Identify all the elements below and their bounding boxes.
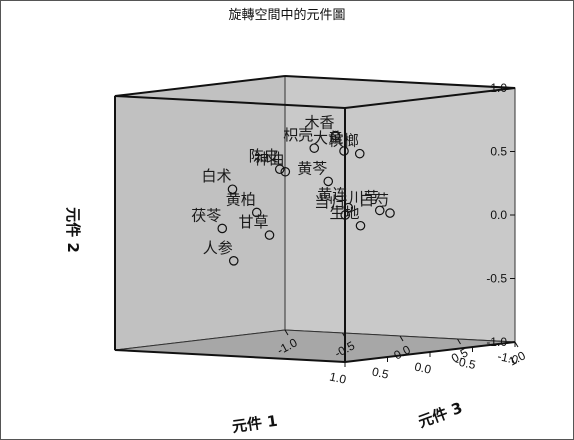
point-label: 大黄 (313, 129, 343, 147)
z-tick-mark (514, 341, 519, 348)
data-point (228, 255, 239, 266)
x-tick-label: -0.5 (454, 354, 477, 372)
cube-edge (284, 75, 516, 89)
point-label: 甘草 (238, 213, 268, 231)
point-label: 茯苓 (191, 206, 221, 224)
x-tick-label: -1.0 (496, 349, 519, 367)
data-point (340, 210, 351, 220)
cube-edge (114, 95, 346, 109)
y-tick-label: 1.0 (490, 81, 507, 95)
axis-ticks: -1.0-1.0-1.0-0.5-0.5-0.50.00.00.00.50.50… (275, 81, 528, 387)
point-label: 黄柏 (226, 190, 256, 208)
data-point (227, 184, 238, 195)
y-tick-label: -1.0 (486, 335, 507, 349)
data-point (385, 208, 395, 218)
point-label: 神曲 (254, 150, 284, 168)
point-label: 黄连 (317, 186, 347, 204)
cube-edges (114, 75, 516, 363)
z-tick-mark (342, 332, 346, 339)
data-point (330, 130, 341, 141)
point-label: 当归 (314, 193, 344, 211)
x-tick-label: 0.0 (413, 360, 433, 377)
y-tick-label: 0.5 (490, 145, 507, 159)
point-label: 陈皮 (249, 147, 279, 165)
point-label: 枳壳 (283, 126, 313, 144)
z-axis-label: 元件 3 (416, 399, 465, 432)
point-label: 川芎 (349, 188, 379, 206)
data-point (374, 205, 385, 216)
data-point (355, 220, 366, 231)
y-axis-label: 元件 2 (64, 207, 82, 253)
cube-edge (114, 349, 346, 363)
data-point (309, 143, 320, 153)
point-label: 白芍 (359, 191, 389, 209)
x-tick-label: 0.5 (371, 365, 391, 382)
y-tick-label: 0.0 (490, 208, 507, 222)
data-point (354, 148, 365, 159)
data-point (251, 207, 262, 218)
data-point (323, 176, 334, 187)
data-point (339, 146, 349, 156)
z-tick-mark (284, 329, 289, 336)
data-point (280, 166, 291, 177)
point-label: 白术 (201, 167, 231, 185)
cube-edge (344, 87, 516, 109)
data-point (264, 230, 275, 240)
z-tick-mark (457, 338, 461, 345)
chart-title: 旋轉空間中的元件圖 (228, 8, 346, 23)
plot-walls (114, 75, 516, 363)
z-tick-mark (399, 335, 404, 342)
point-label: 人参 (203, 239, 233, 257)
cube-edge (114, 75, 286, 97)
y-tick-label: -0.5 (486, 272, 507, 286)
data-point (274, 164, 285, 175)
x-axis-label: 元件 1 (231, 412, 279, 436)
point-label: 木香 (304, 114, 334, 132)
data-points (217, 130, 395, 266)
point-label: 黄芩 (297, 159, 327, 177)
data-point (217, 223, 228, 234)
point-label: 生地 (329, 204, 359, 222)
x-tick-label: 1.0 (328, 370, 348, 387)
point-label: 槟榔 (329, 132, 359, 150)
